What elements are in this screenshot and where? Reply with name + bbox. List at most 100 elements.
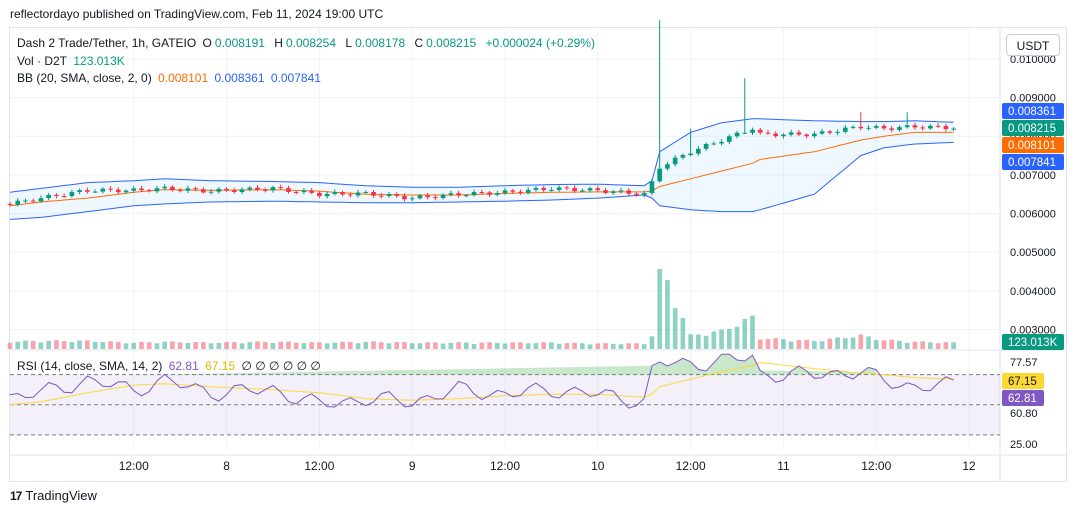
rsi-value: 62.81: [168, 359, 199, 373]
volume-bar: [371, 341, 376, 349]
bb-label[interactable]: BB (20, SMA, close, 2, 0): [17, 71, 152, 85]
volume-bar: [332, 342, 338, 349]
ohlc-change: +0.000024 (+0.29%): [485, 36, 595, 50]
candle: [270, 187, 276, 191]
volume-bar: [935, 343, 941, 349]
candle: [317, 192, 322, 197]
ohlc-low: L 0.008178: [345, 36, 406, 50]
candle: [626, 190, 632, 194]
candle: [781, 134, 786, 137]
candle: [464, 195, 469, 197]
candle: [409, 198, 415, 200]
candle: [812, 133, 817, 137]
volume-bar: [510, 342, 516, 349]
volume-bar: [7, 342, 13, 349]
candle: [247, 187, 253, 190]
candle: [703, 143, 709, 149]
volume-legend: Vol · D2T 123.013K: [17, 54, 128, 68]
volume-label[interactable]: Vol · D2T: [17, 54, 68, 68]
candle: [448, 193, 454, 195]
volume-bar: [30, 341, 36, 349]
rsi-tick-label: 60.80: [1010, 408, 1038, 420]
volume-bar: [54, 340, 59, 349]
candle: [928, 125, 933, 129]
candle: [471, 192, 477, 196]
candle: [696, 148, 701, 154]
volume-bar: [494, 342, 500, 349]
candle: [115, 189, 121, 193]
candle: [69, 191, 75, 197]
candle: [657, 168, 663, 182]
candle: [881, 125, 887, 129]
volume-bar: [827, 338, 833, 349]
symbol-title[interactable]: Dash 2 Trade/Tether, 1h, GATEIO: [17, 36, 197, 50]
candle: [293, 191, 299, 193]
volume-bar: [85, 340, 90, 349]
candle: [564, 187, 570, 189]
candle: [494, 193, 500, 195]
candle: [634, 193, 639, 196]
time-tick-label: 12:00: [304, 459, 334, 473]
rsi-axis-label-rsi-ma: [1002, 373, 1044, 389]
candle: [734, 132, 740, 137]
candle: [943, 126, 949, 130]
volume-bar: [904, 342, 910, 349]
time-tick-label: 12:00: [119, 459, 149, 473]
volume-bar: [262, 341, 268, 349]
volume-bar: [858, 334, 864, 349]
candle: [216, 188, 222, 192]
ohlc-high: H 0.008254: [274, 36, 337, 50]
volume-bar: [734, 326, 740, 349]
volume-bar: [889, 339, 895, 349]
candle: [688, 153, 693, 156]
volume-bar: [123, 343, 129, 349]
chart-frame[interactable]: [9, 27, 1067, 482]
bb-upper-value: 0.008361: [214, 71, 265, 85]
volume-bar: [951, 342, 956, 349]
volume-bar: [193, 342, 198, 349]
volume-bar: [309, 342, 314, 349]
candle: [541, 187, 546, 191]
published-line: reflectordayo published on TradingView.c…: [10, 7, 384, 21]
volume-bar: [433, 342, 438, 349]
candle: [866, 127, 871, 129]
tradingview-logo-icon: 17: [10, 488, 22, 503]
volume-bar: [456, 342, 461, 349]
candle: [726, 136, 732, 142]
candle: [804, 134, 809, 137]
volume-bar: [23, 340, 28, 349]
volume-bar: [185, 343, 191, 349]
volume-bar: [912, 341, 918, 349]
candle: [842, 127, 848, 132]
rsi-label[interactable]: RSI (14, close, SMA, 14, 2): [17, 359, 163, 373]
volume-bar: [239, 343, 245, 349]
candle: [750, 129, 755, 133]
tradingview-brand[interactable]: TradingView: [25, 488, 97, 503]
candle: [850, 126, 856, 128]
volume-bar: [131, 342, 137, 349]
volume-bar: [170, 341, 175, 349]
price-tick-label: 0.004000: [1010, 286, 1056, 298]
volume-bar: [750, 315, 755, 349]
currency-button[interactable]: USDT: [1006, 34, 1060, 56]
price-label-text: 0.008361: [1008, 106, 1056, 118]
time-tick-label: 12: [962, 459, 976, 473]
candle: [665, 164, 670, 169]
volume-bar: [850, 337, 856, 349]
bb-band-fill: [10, 118, 954, 220]
candle: [595, 188, 601, 191]
volume-bar: [61, 341, 67, 349]
volume-bar: [224, 341, 229, 349]
volume-bar: [201, 342, 206, 349]
candle: [77, 190, 82, 192]
candle: [85, 190, 90, 192]
volume-bar: [177, 342, 183, 349]
volume-bar: [549, 342, 554, 349]
volume-bar: [38, 342, 44, 349]
price-label-bb-lower: [1002, 154, 1064, 170]
candle: [904, 125, 910, 128]
volume-bar: [626, 343, 632, 349]
volume-bar: [378, 342, 384, 349]
price-label-text: 0.007841: [1008, 157, 1056, 169]
